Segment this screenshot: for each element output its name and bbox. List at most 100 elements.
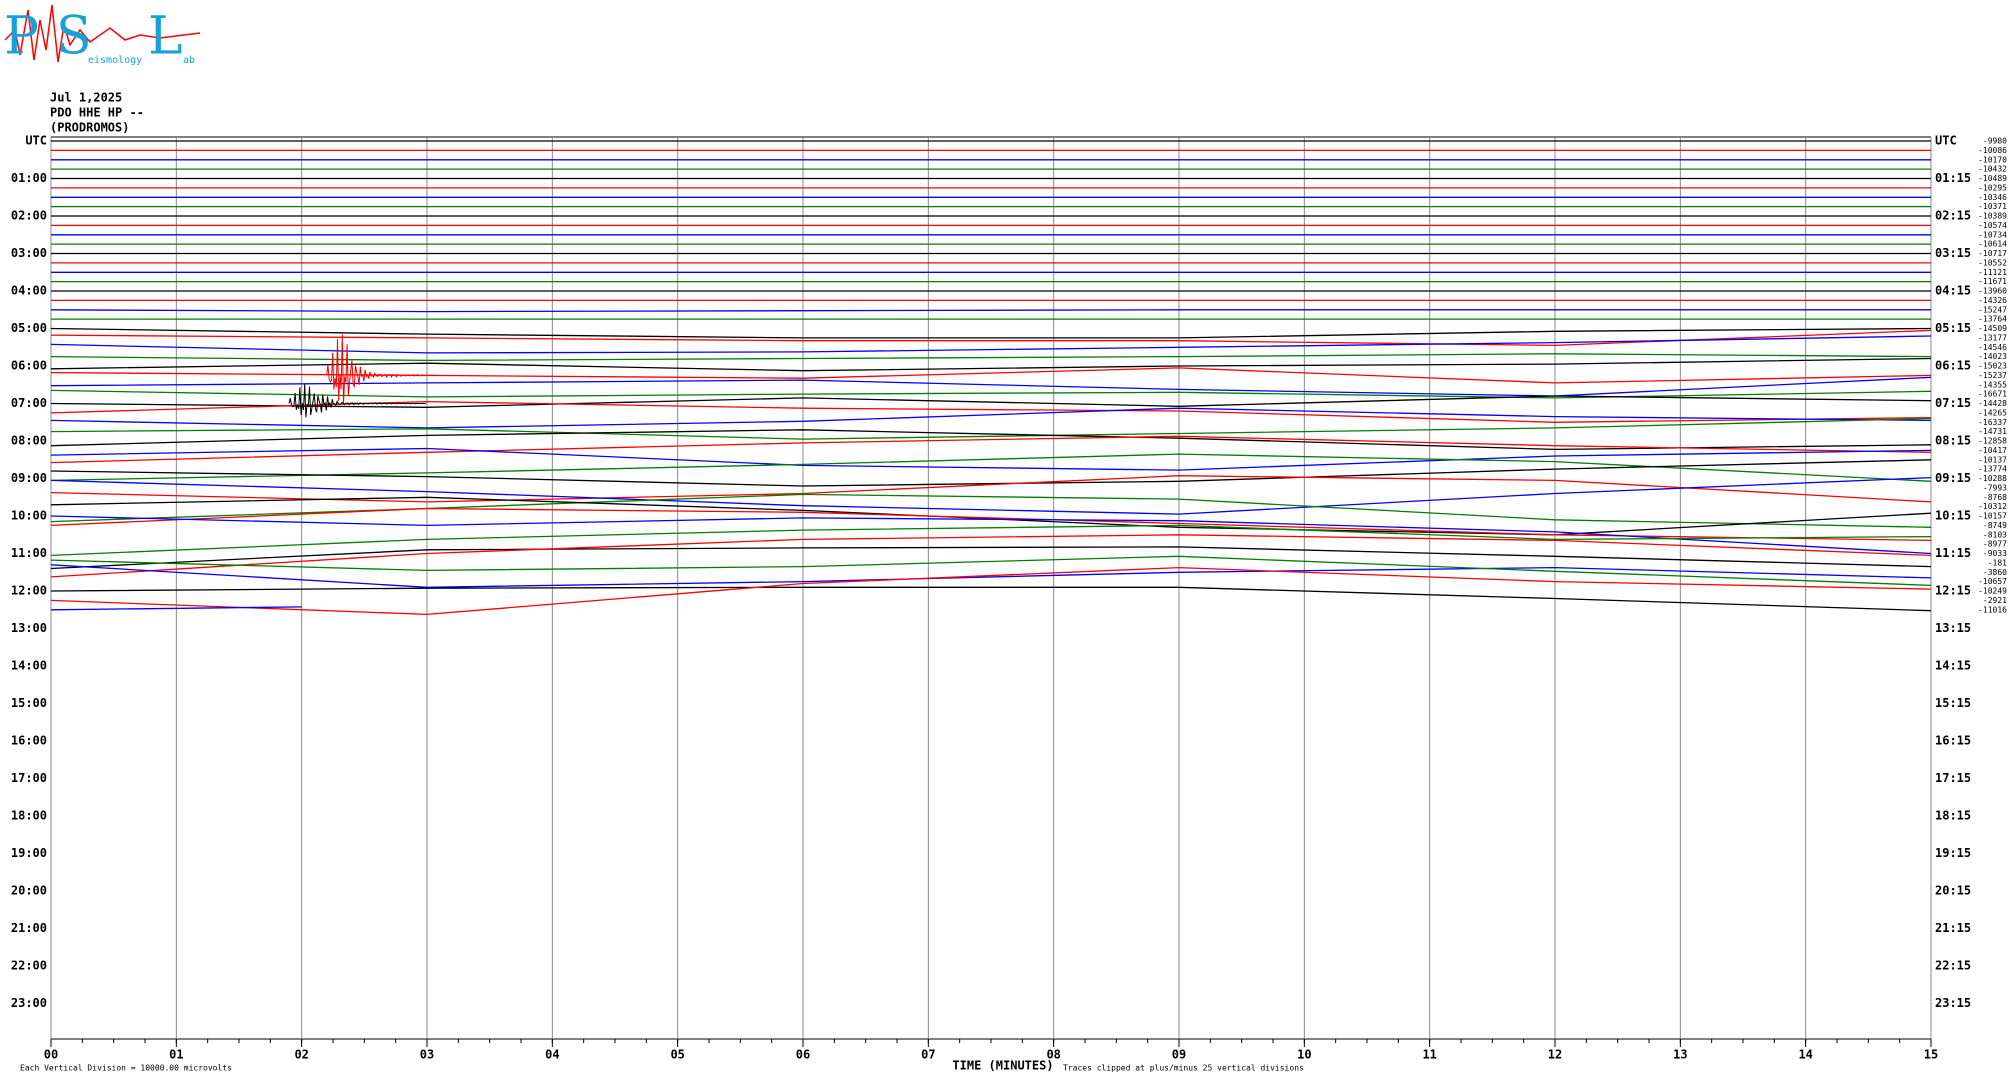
trace-offset: -15247: [1978, 305, 2007, 314]
row-label: 05:00: [11, 321, 47, 335]
x-tick-label: 12: [1548, 1048, 1562, 1062]
x-tick-label: 04: [545, 1048, 559, 1062]
x-tick-label: 09: [1172, 1048, 1186, 1062]
logo-text: ab: [183, 55, 195, 66]
trace: [50, 335, 1932, 354]
row-label: 02:00: [11, 209, 47, 223]
row-label: 20:15: [1935, 884, 1971, 898]
row-label: 09:15: [1935, 471, 1971, 485]
row-label: 08:15: [1935, 434, 1971, 448]
row-label: 19:00: [11, 846, 47, 860]
station: PDO HHE HP --: [50, 106, 144, 120]
logo: P S L eismology ab: [4, 4, 201, 67]
trace-offset: -10734: [1978, 230, 2007, 239]
station-name: (PRODROMOS): [50, 121, 129, 135]
row-label: 23:00: [11, 996, 47, 1010]
row-label: 21:15: [1935, 921, 1971, 935]
trace-offset: -8749: [1983, 521, 2007, 530]
trace-offset: -10170: [1978, 155, 2007, 164]
row-label: 19:15: [1935, 846, 1971, 860]
trace-offset: -14428: [1978, 399, 2007, 408]
row-label: 18:00: [11, 809, 47, 823]
row-label: 10:00: [11, 509, 47, 523]
trace: [50, 564, 1932, 588]
trace: [50, 555, 1932, 587]
row-label: 18:15: [1935, 809, 1971, 823]
trace-offset: -13774: [1978, 465, 2007, 474]
trace-offset: -14509: [1978, 324, 2007, 333]
logo-letter: P: [4, 7, 39, 67]
trace-offset: -10249: [1978, 587, 2007, 596]
trace: [50, 606, 302, 611]
x-tick-label: 11: [1422, 1048, 1436, 1062]
trace: [50, 534, 1932, 578]
trace-offset: -10312: [1978, 502, 2007, 511]
row-label: 04:00: [11, 284, 47, 298]
row-label: 06:00: [11, 359, 47, 373]
x-tick-label: 14: [1798, 1048, 1812, 1062]
row-label: 08:00: [11, 434, 47, 448]
trace-offset: -11016: [1978, 605, 2007, 614]
trace: [50, 447, 1932, 471]
x-tick-label: 02: [294, 1048, 308, 1062]
trace: [50, 546, 1932, 570]
trace-offset: -10288: [1978, 474, 2007, 483]
trace: [50, 566, 1932, 616]
row-label: 23:15: [1935, 996, 1971, 1010]
event-burst: [326, 334, 440, 405]
row-label: 20:00: [11, 884, 47, 898]
trace-offset: -13764: [1978, 315, 2007, 324]
row-label: 12:15: [1935, 584, 1971, 598]
row-label: UTC: [25, 134, 47, 148]
x-tick-label: 15: [1924, 1048, 1938, 1062]
trace: [50, 376, 1932, 397]
row-label: 11:15: [1935, 546, 1971, 560]
trace-offset: -12858: [1978, 437, 2007, 446]
trace: [50, 515, 1932, 555]
trace-offset: -14355: [1978, 380, 2007, 389]
trace-offset: -11671: [1978, 277, 2007, 286]
trace: [50, 395, 1932, 408]
trace: [50, 400, 1932, 423]
trace-offset: -9033: [1983, 549, 2007, 558]
trace: [50, 453, 1932, 482]
x-tick-label: 01: [169, 1048, 183, 1062]
trace-offset: -14023: [1978, 352, 2007, 361]
trace: [50, 353, 1932, 362]
row-label: 16:00: [11, 734, 47, 748]
x-tick-label: 05: [670, 1048, 684, 1062]
row-label: 02:15: [1935, 209, 1971, 223]
trace-offset: -10614: [1978, 240, 2007, 249]
trace: [50, 357, 1932, 372]
trace: [50, 475, 1932, 503]
row-label: 17:00: [11, 771, 47, 785]
row-label: 07:00: [11, 396, 47, 410]
trace-offset: -2921: [1983, 596, 2007, 605]
trace: [50, 507, 1932, 542]
trace: [50, 329, 1932, 347]
trace-offset: -10417: [1978, 446, 2007, 455]
trace: [50, 417, 1932, 440]
row-label: 22:15: [1935, 959, 1971, 973]
trace: [50, 476, 1932, 515]
row-label: 03:15: [1935, 246, 1971, 260]
trace-offset: -10489: [1978, 174, 2007, 183]
trace: [50, 435, 1932, 464]
row-label: 21:00: [11, 921, 47, 935]
trace-offset: -8977: [1983, 540, 2007, 549]
trace-offset: -13960: [1978, 287, 2007, 296]
trace-offset: -9980: [1983, 137, 2007, 146]
trace-offset: -10574: [1978, 221, 2007, 230]
x-tick-label: 13: [1673, 1048, 1687, 1062]
trace-offset: -15237: [1978, 371, 2007, 380]
trace-offset: -7993: [1983, 483, 2007, 492]
row-label: 01:15: [1935, 171, 1971, 185]
x-axis-title: TIME (MINUTES): [952, 1059, 1053, 1073]
trace-offset: -15023: [1978, 362, 2007, 371]
trace: [50, 429, 1932, 451]
row-label: 10:15: [1935, 509, 1971, 523]
trace-offset: -13177: [1978, 333, 2007, 342]
logo-text: eismology: [88, 55, 142, 66]
row-label: 01:00: [11, 171, 47, 185]
